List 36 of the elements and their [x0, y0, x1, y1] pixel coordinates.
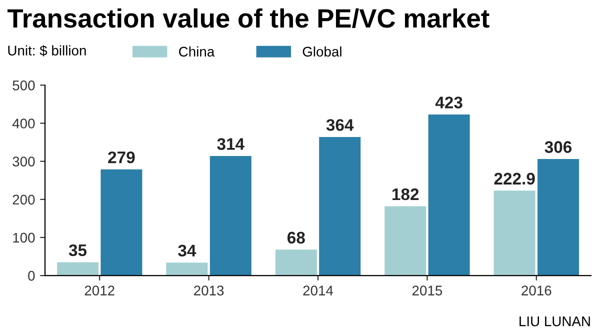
data-label: 314: [217, 138, 244, 150]
bar: [210, 156, 252, 276]
data-label: 68: [288, 232, 305, 244]
x-tick-label: 2015: [412, 286, 442, 296]
x-tick-label: 2016: [522, 286, 552, 296]
data-label: 364: [326, 119, 354, 131]
bar: [384, 206, 426, 276]
bar: [494, 190, 536, 276]
data-label: 182: [392, 188, 419, 200]
legend-label: Global: [302, 46, 342, 57]
bar: [319, 136, 361, 276]
bar: [537, 159, 579, 276]
data-label: 306: [544, 141, 572, 153]
data-label: 423: [435, 96, 462, 108]
y-axis-title: Unit: $ billion: [8, 45, 86, 56]
y-tick-label: 0: [28, 270, 35, 281]
bar: [166, 262, 208, 276]
data-label: 279: [108, 151, 135, 164]
bar: [57, 262, 99, 276]
text: LIU LUNAN: [520, 316, 590, 326]
bar: [428, 114, 470, 276]
y-tick-label: 500: [12, 80, 35, 90]
y-tick-label: 100: [13, 232, 35, 243]
bar: [275, 250, 317, 276]
bar: [100, 169, 142, 276]
x-tick-label: 2012: [84, 286, 114, 296]
x-tick-label: 2013: [194, 286, 224, 296]
y-tick-label: 200: [12, 194, 35, 205]
chart-title: Transaction value of the PE/VC market: [7, 8, 490, 28]
data-label: 34: [178, 244, 196, 257]
x-tick-label: 2014: [303, 286, 334, 296]
y-tick-label: 400: [12, 118, 35, 128]
data-label: 35: [68, 244, 87, 256]
data-label: 222.9: [494, 172, 535, 185]
y-tick-label: 300: [12, 156, 35, 166]
legend-label: China: [179, 46, 215, 57]
